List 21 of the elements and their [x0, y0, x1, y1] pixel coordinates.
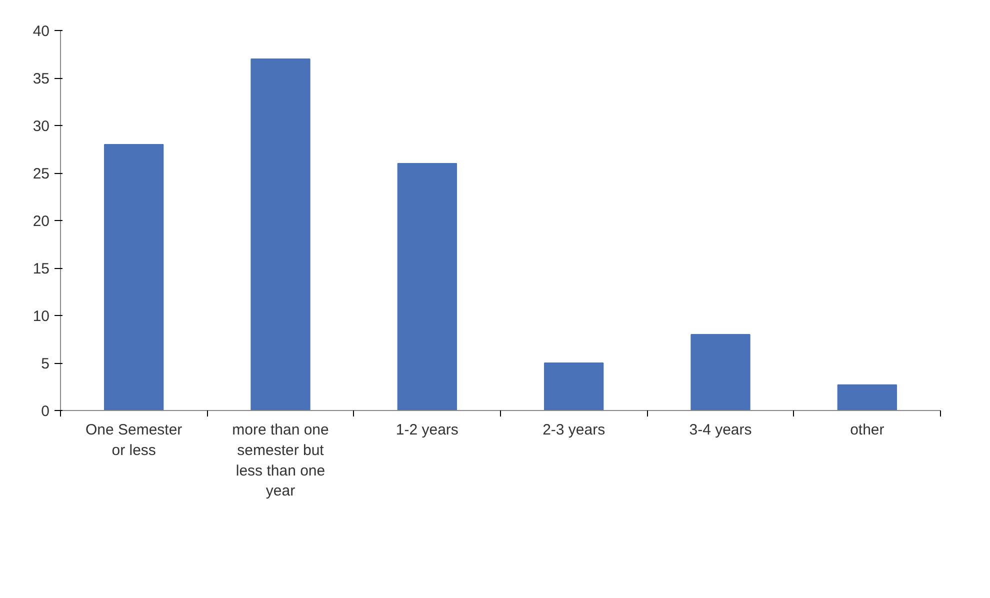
- x-tick-label: more than one semester but less than one year: [232, 422, 329, 500]
- bar: [544, 362, 604, 410]
- bar: [104, 144, 164, 410]
- y-tick-label: 25: [32, 166, 50, 182]
- y-tick-label: 30: [32, 118, 50, 135]
- x-tick-label: One Semester or less: [85, 422, 182, 459]
- bar: [397, 163, 457, 410]
- y-tick-label: 15: [32, 260, 50, 278]
- y-tick-label: 35: [32, 70, 50, 88]
- x-tick-label: 3-4 years: [689, 422, 752, 438]
- bar: [690, 334, 750, 410]
- y-tick-label: 20: [32, 213, 50, 230]
- x-tick-label: 2-3 years: [542, 422, 606, 438]
- bar: [837, 384, 897, 410]
- y-tick-label: 0: [41, 403, 50, 420]
- x-tick-label: other: [850, 422, 884, 438]
- y-tick-label: 40: [32, 23, 50, 40]
- y-tick-label: 10: [32, 308, 50, 325]
- y-tick-label: 5: [41, 356, 50, 372]
- bar: [250, 58, 310, 410]
- x-tick-label: 1-2 years: [396, 422, 458, 438]
